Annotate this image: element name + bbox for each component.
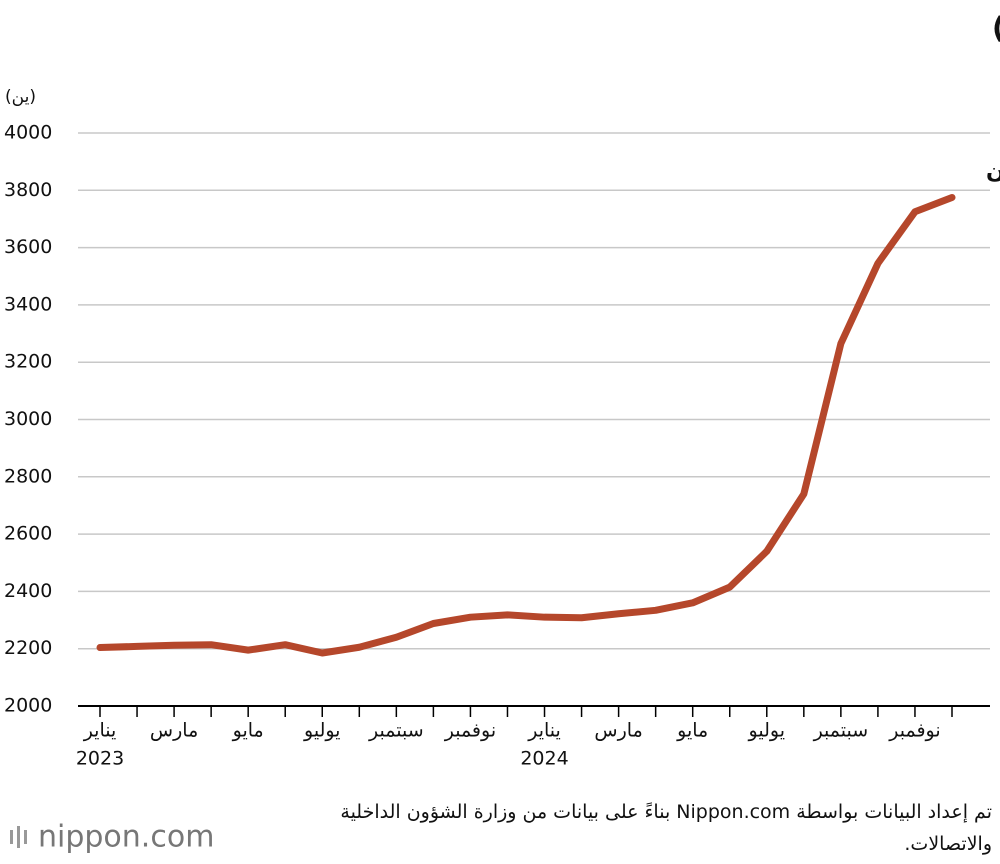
source-note: تم إعداد البيانات بواسطة Nippon.com بناء… bbox=[340, 801, 992, 855]
y-tick-label: 4000 bbox=[4, 122, 52, 144]
y-tick-label: 2400 bbox=[4, 580, 52, 602]
x-tick-label: نوفمبر bbox=[444, 720, 496, 742]
y-tick-label: 3400 bbox=[4, 293, 52, 315]
x-year-label: 2023 bbox=[76, 748, 124, 770]
y-tick-label: 2000 bbox=[4, 695, 52, 717]
x-tick-label: نوفمبر bbox=[888, 720, 940, 742]
data-line bbox=[96, 193, 956, 657]
y-tick-label: 3800 bbox=[4, 179, 52, 201]
y-tick-label: 3600 bbox=[4, 236, 52, 258]
x-tick-label: مارس bbox=[150, 720, 198, 742]
y-tick-label: 2200 bbox=[4, 637, 52, 659]
y-tick-label: 2800 bbox=[4, 465, 52, 487]
value-label: 3775 ين bbox=[986, 157, 1000, 182]
y-tick-label: 3000 bbox=[4, 408, 52, 430]
y-tick-label: 3200 bbox=[4, 351, 52, 373]
x-tick-label: مايو bbox=[232, 720, 264, 742]
x-tick-label: يوليو bbox=[748, 720, 785, 742]
x-tick-label: سبتمبر bbox=[368, 720, 424, 742]
y-axis-label: (ين) bbox=[5, 87, 36, 107]
x-tick-label: مارس bbox=[594, 720, 642, 742]
y-tick-label: 2600 bbox=[4, 523, 52, 545]
x-tick-label: مايو bbox=[676, 720, 708, 742]
logo-icon bbox=[10, 826, 27, 848]
logo: nippon.com bbox=[38, 820, 214, 855]
x-tick-label: يوليو bbox=[303, 720, 340, 742]
chart-title: متوسط سعر التجزئة لأرز كوشيهيكاري (5 كيل… bbox=[992, 10, 1000, 45]
x-tick-label: سبتمبر bbox=[813, 720, 869, 742]
x-tick-label: يناير bbox=[83, 720, 117, 742]
x-tick-label: يناير bbox=[527, 720, 561, 742]
x-year-label: 2024 bbox=[520, 748, 568, 770]
